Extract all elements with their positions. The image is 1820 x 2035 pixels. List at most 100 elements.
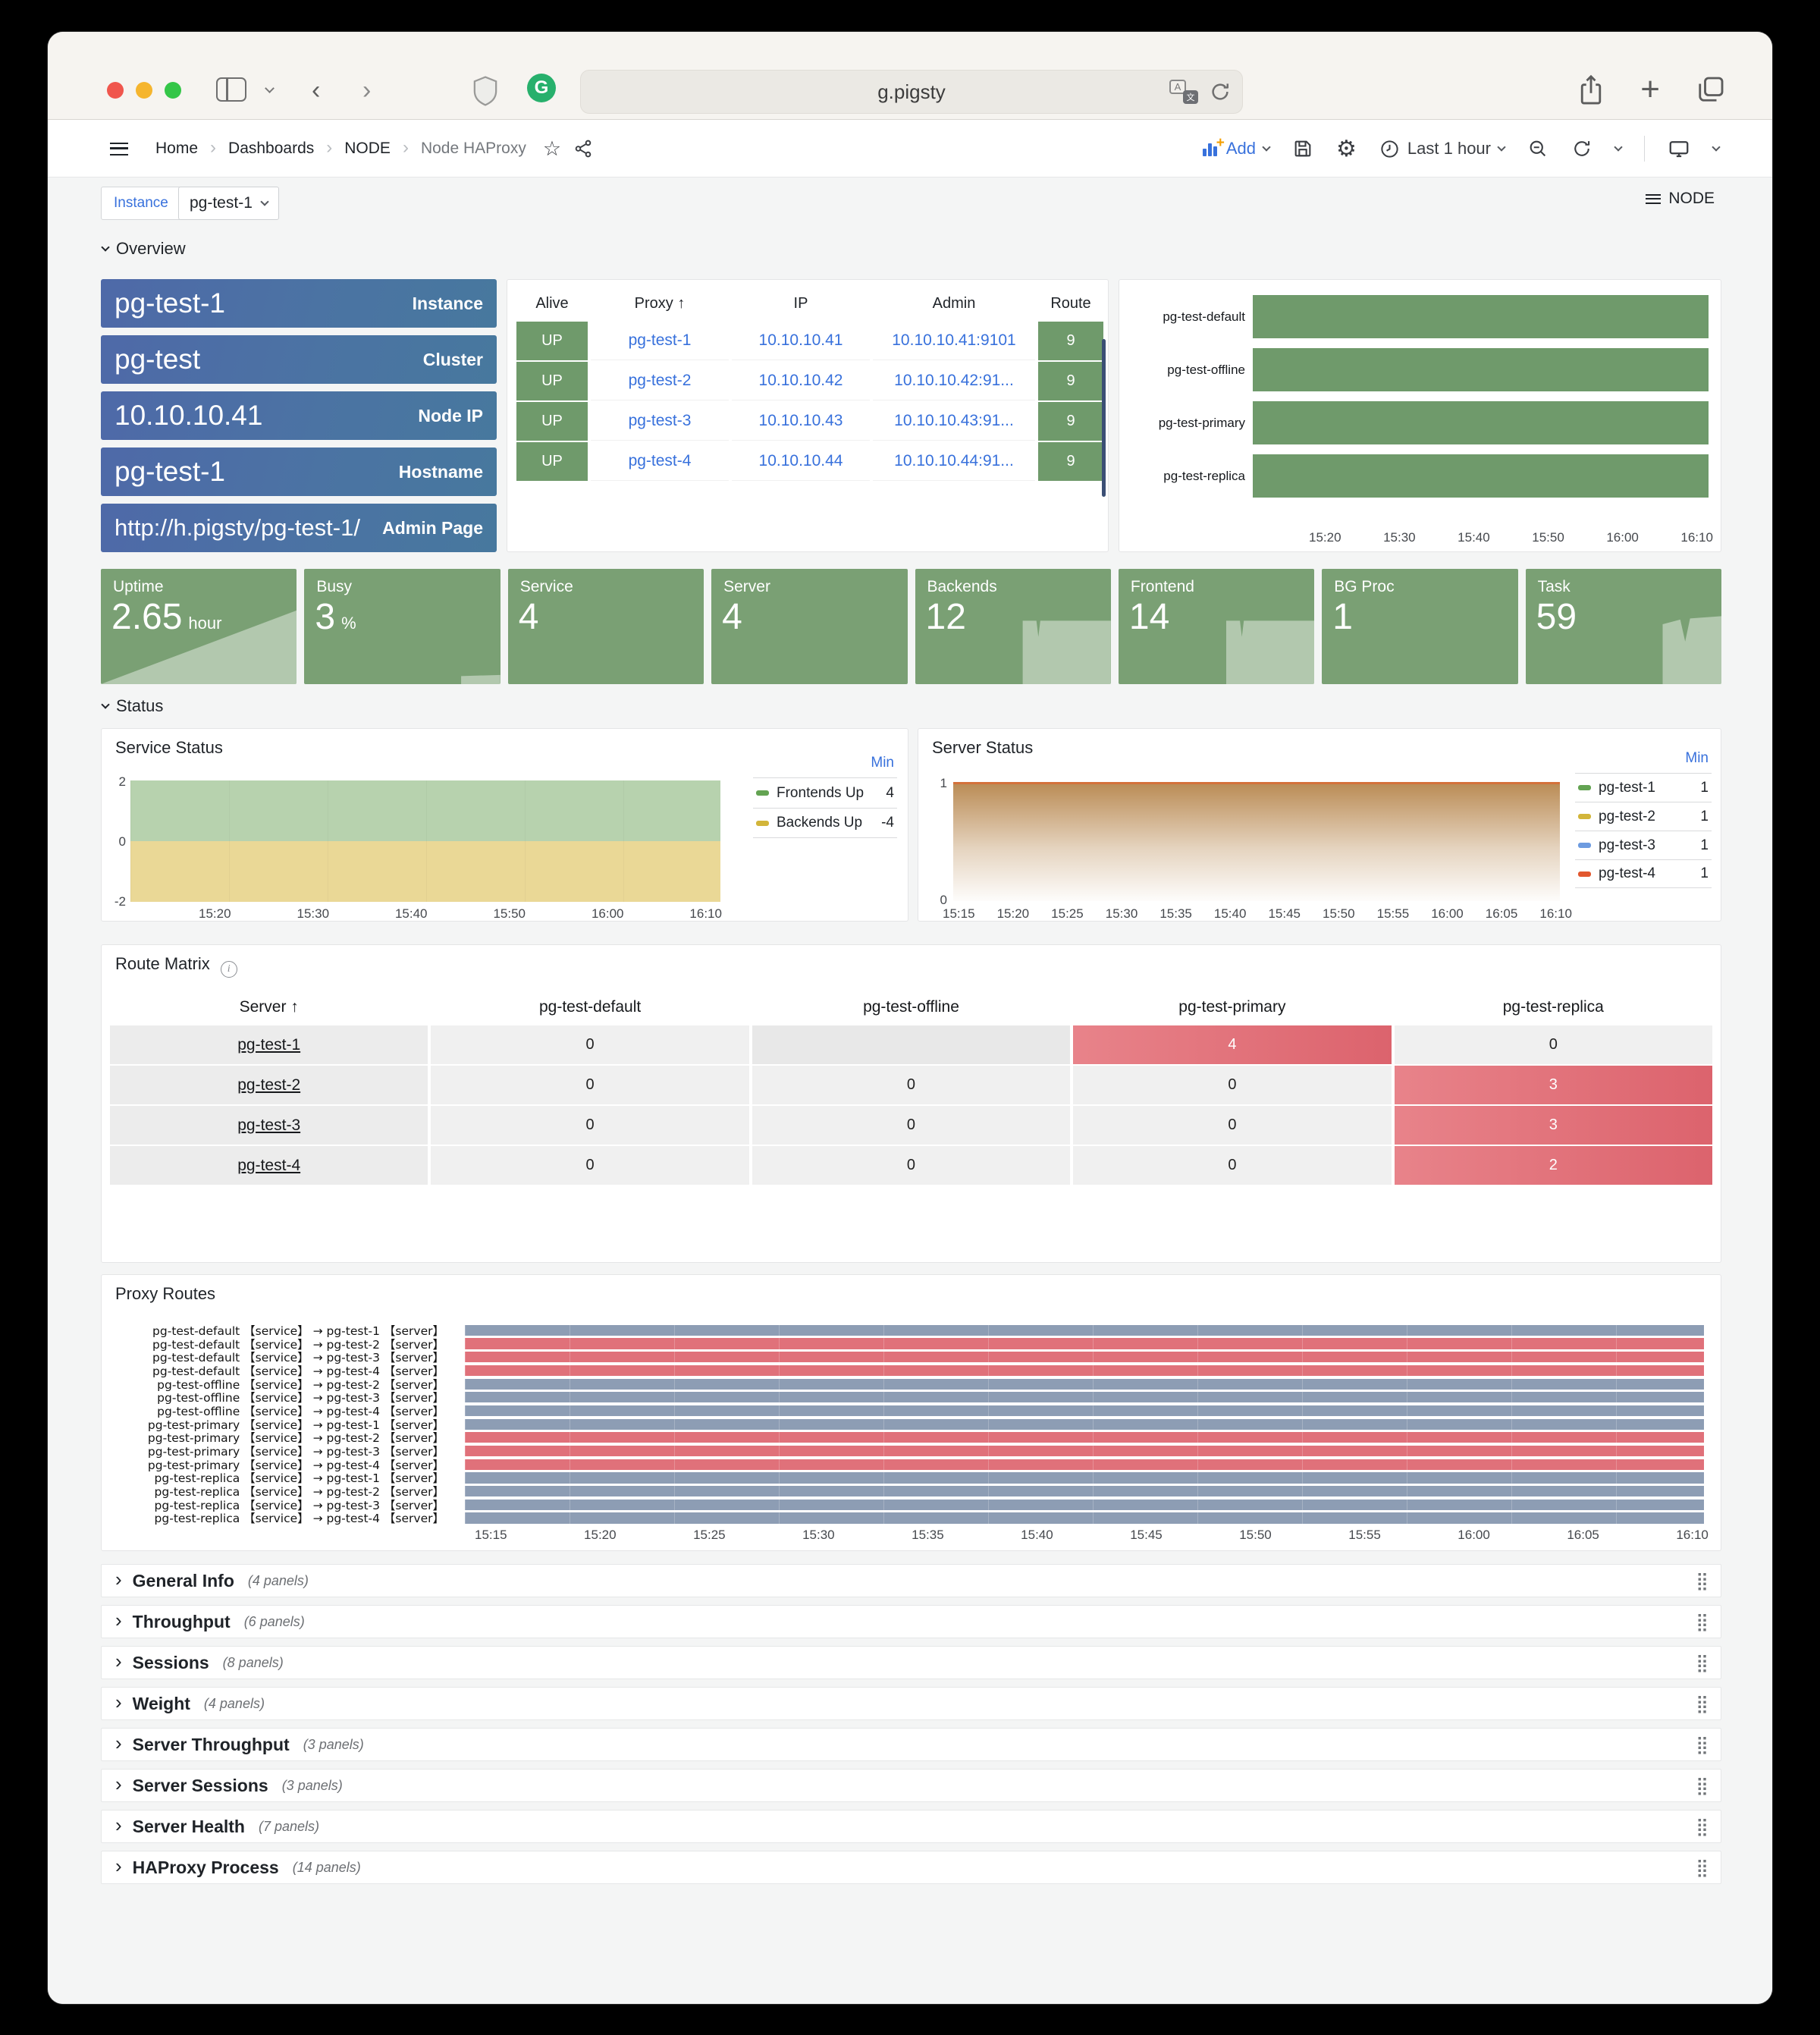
proxy-link[interactable]: pg-test-4 xyxy=(591,442,729,481)
scrollbar[interactable] xyxy=(1102,339,1106,497)
route-state-bar xyxy=(465,1486,1704,1497)
matrix-cell: 0 xyxy=(431,1106,749,1145)
col-alive[interactable]: Alive xyxy=(535,295,569,312)
drag-handle-icon[interactable]: ⣿ xyxy=(1696,1857,1709,1877)
admin-page-value[interactable]: http://h.pigsty/pg-test-1/ xyxy=(115,514,360,541)
legend-row[interactable]: pg-test-2 1 xyxy=(1575,802,1712,831)
zoom-window-button[interactable] xyxy=(165,82,181,99)
zoom-out-icon[interactable] xyxy=(1527,138,1549,159)
legend-row[interactable]: pg-test-3 1 xyxy=(1575,831,1712,859)
drag-handle-icon[interactable]: ⣿ xyxy=(1696,1611,1709,1631)
admin-link[interactable]: 10.10.10.44:91... xyxy=(873,442,1035,481)
col-pg-test-replica[interactable]: pg-test-replica xyxy=(1502,998,1604,1016)
legend-row[interactable]: Frontends Up 4 xyxy=(753,777,897,808)
drag-handle-icon[interactable]: ⣿ xyxy=(1696,1734,1709,1754)
col-server[interactable]: Server ↑ xyxy=(239,998,299,1016)
share-dashboard-icon[interactable] xyxy=(573,139,593,159)
proxy-link[interactable]: pg-test-2 xyxy=(591,362,729,400)
section-row-throughput[interactable]: › Throughput (6 panels) ⣿ xyxy=(101,1605,1721,1638)
sidebar-icon[interactable] xyxy=(216,77,246,102)
matrix-cell: 0 xyxy=(1073,1106,1392,1145)
add-panel-button[interactable]: + Add xyxy=(1202,135,1271,159)
proxy-link[interactable]: pg-test-3 xyxy=(591,402,729,441)
refresh-icon[interactable] xyxy=(1571,138,1592,159)
col-ip[interactable]: IP xyxy=(793,295,808,312)
minimize-window-button[interactable] xyxy=(136,82,152,99)
drag-handle-icon[interactable]: ⣿ xyxy=(1696,1570,1709,1591)
server-link[interactable]: pg-test-1 xyxy=(110,1025,428,1064)
grammarly-extension-icon[interactable]: G xyxy=(527,74,556,102)
drag-handle-icon[interactable]: ⣿ xyxy=(1696,1693,1709,1713)
section-row-server-sessions[interactable]: › Server Sessions (3 panels) ⣿ xyxy=(101,1769,1721,1802)
legend-min-header[interactable]: Min xyxy=(871,755,894,771)
ip-link[interactable]: 10.10.10.42 xyxy=(732,362,870,400)
ip-link[interactable]: 10.10.10.43 xyxy=(732,402,870,441)
breadcrumb-separator: › xyxy=(210,137,217,158)
legend-row[interactable]: pg-test-4 1 xyxy=(1575,859,1712,888)
route-state-bar xyxy=(465,1459,1704,1470)
proxy-table-row: UP pg-test-1 10.10.10.41 10.10.10.41:910… xyxy=(516,322,1103,360)
proxy-link[interactable]: pg-test-1 xyxy=(591,322,729,360)
info-icon[interactable]: i xyxy=(220,961,237,978)
save-dashboard-icon[interactable] xyxy=(1292,138,1313,159)
back-button[interactable]: ‹ xyxy=(312,76,321,105)
drag-handle-icon[interactable]: ⣿ xyxy=(1696,1816,1709,1836)
col-admin[interactable]: Admin xyxy=(932,295,976,312)
breadcrumb-home[interactable]: Home xyxy=(155,140,199,157)
section-row-general-info[interactable]: › General Info (4 panels) ⣿ xyxy=(101,1564,1721,1597)
chevron-right-icon: › xyxy=(115,1690,122,1713)
admin-link[interactable]: 10.10.10.43:91... xyxy=(873,402,1035,441)
admin-link[interactable]: 10.10.10.42:91... xyxy=(873,362,1035,400)
tv-mode-icon[interactable] xyxy=(1668,137,1690,160)
time-range-picker[interactable]: Last 1 hour xyxy=(1379,139,1506,159)
drag-handle-icon[interactable]: ⣿ xyxy=(1696,1652,1709,1672)
server-link[interactable]: pg-test-2 xyxy=(110,1066,428,1104)
ip-link[interactable]: 10.10.10.44 xyxy=(732,442,870,481)
legend-row[interactable]: pg-test-1 1 xyxy=(1575,773,1712,802)
kiosk-chevron-icon[interactable] xyxy=(1712,143,1721,152)
settings-gear-icon[interactable]: ⚙ xyxy=(1336,135,1357,162)
bg-proc-stat: BG Proc 1 xyxy=(1322,569,1518,684)
section-row-sessions[interactable]: › Sessions (8 panels) ⣿ xyxy=(101,1646,1721,1679)
section-status[interactable]: Status xyxy=(101,696,163,716)
admin-page-info-card[interactable]: http://h.pigsty/pg-test-1/ Admin Page xyxy=(101,504,497,552)
ip-link[interactable]: 10.10.10.41 xyxy=(732,322,870,360)
sidebar-chevron-icon[interactable] xyxy=(265,83,275,93)
breadcrumb-folder[interactable]: NODE xyxy=(344,140,391,157)
col-proxy[interactable]: Proxy ↑ xyxy=(634,295,686,312)
variable-bar: Instance pg-test-1 NODE xyxy=(48,177,1772,232)
privacy-shield-icon[interactable] xyxy=(472,76,498,106)
breadcrumb-dashboards[interactable]: Dashboards xyxy=(228,140,315,157)
col-pg-test-offline[interactable]: pg-test-offline xyxy=(863,998,959,1016)
section-row-server-throughput[interactable]: › Server Throughput (3 panels) ⣿ xyxy=(101,1728,1721,1761)
drag-handle-icon[interactable]: ⣿ xyxy=(1696,1775,1709,1795)
section-row-haproxy-process[interactable]: › HAProxy Process (14 panels) ⣿ xyxy=(101,1851,1721,1884)
section-overview[interactable]: Overview xyxy=(101,239,186,259)
timeline-row: pg-test-offline xyxy=(1131,348,1709,391)
tab-overview-icon[interactable] xyxy=(1695,74,1727,105)
menu-icon[interactable] xyxy=(110,142,128,155)
section-row-server-health[interactable]: › Server Health (7 panels) ⣿ xyxy=(101,1810,1721,1843)
admin-link[interactable]: 10.10.10.41:9101 xyxy=(873,322,1035,360)
matrix-cell: 0 xyxy=(431,1146,749,1185)
close-window-button[interactable] xyxy=(107,82,124,99)
x-axis: 15:20 15:30 15:40 15:50 16:00 16:10 xyxy=(199,906,722,921)
instance-variable-select[interactable]: pg-test-1 xyxy=(178,187,279,220)
legend-min-header[interactable]: Min xyxy=(1685,750,1709,766)
share-icon[interactable] xyxy=(1577,73,1605,106)
node-dashboard-link[interactable]: NODE xyxy=(1646,190,1715,208)
refresh-interval-chevron-icon[interactable] xyxy=(1614,143,1623,152)
col-pg-test-primary[interactable]: pg-test-primary xyxy=(1178,998,1286,1016)
col-pg-test-default[interactable]: pg-test-default xyxy=(538,998,642,1016)
server-link[interactable]: pg-test-4 xyxy=(110,1146,428,1185)
col-route[interactable]: Route xyxy=(1050,295,1091,312)
favorite-star-icon[interactable]: ☆ xyxy=(542,137,562,160)
server-link[interactable]: pg-test-3 xyxy=(110,1106,428,1145)
legend-row[interactable]: Backends Up -4 xyxy=(753,808,897,838)
section-row-weight[interactable]: › Weight (4 panels) ⣿ xyxy=(101,1687,1721,1720)
reload-icon[interactable] xyxy=(1209,80,1232,103)
new-tab-icon[interactable]: + xyxy=(1640,71,1660,108)
forward-button[interactable]: › xyxy=(362,76,372,105)
